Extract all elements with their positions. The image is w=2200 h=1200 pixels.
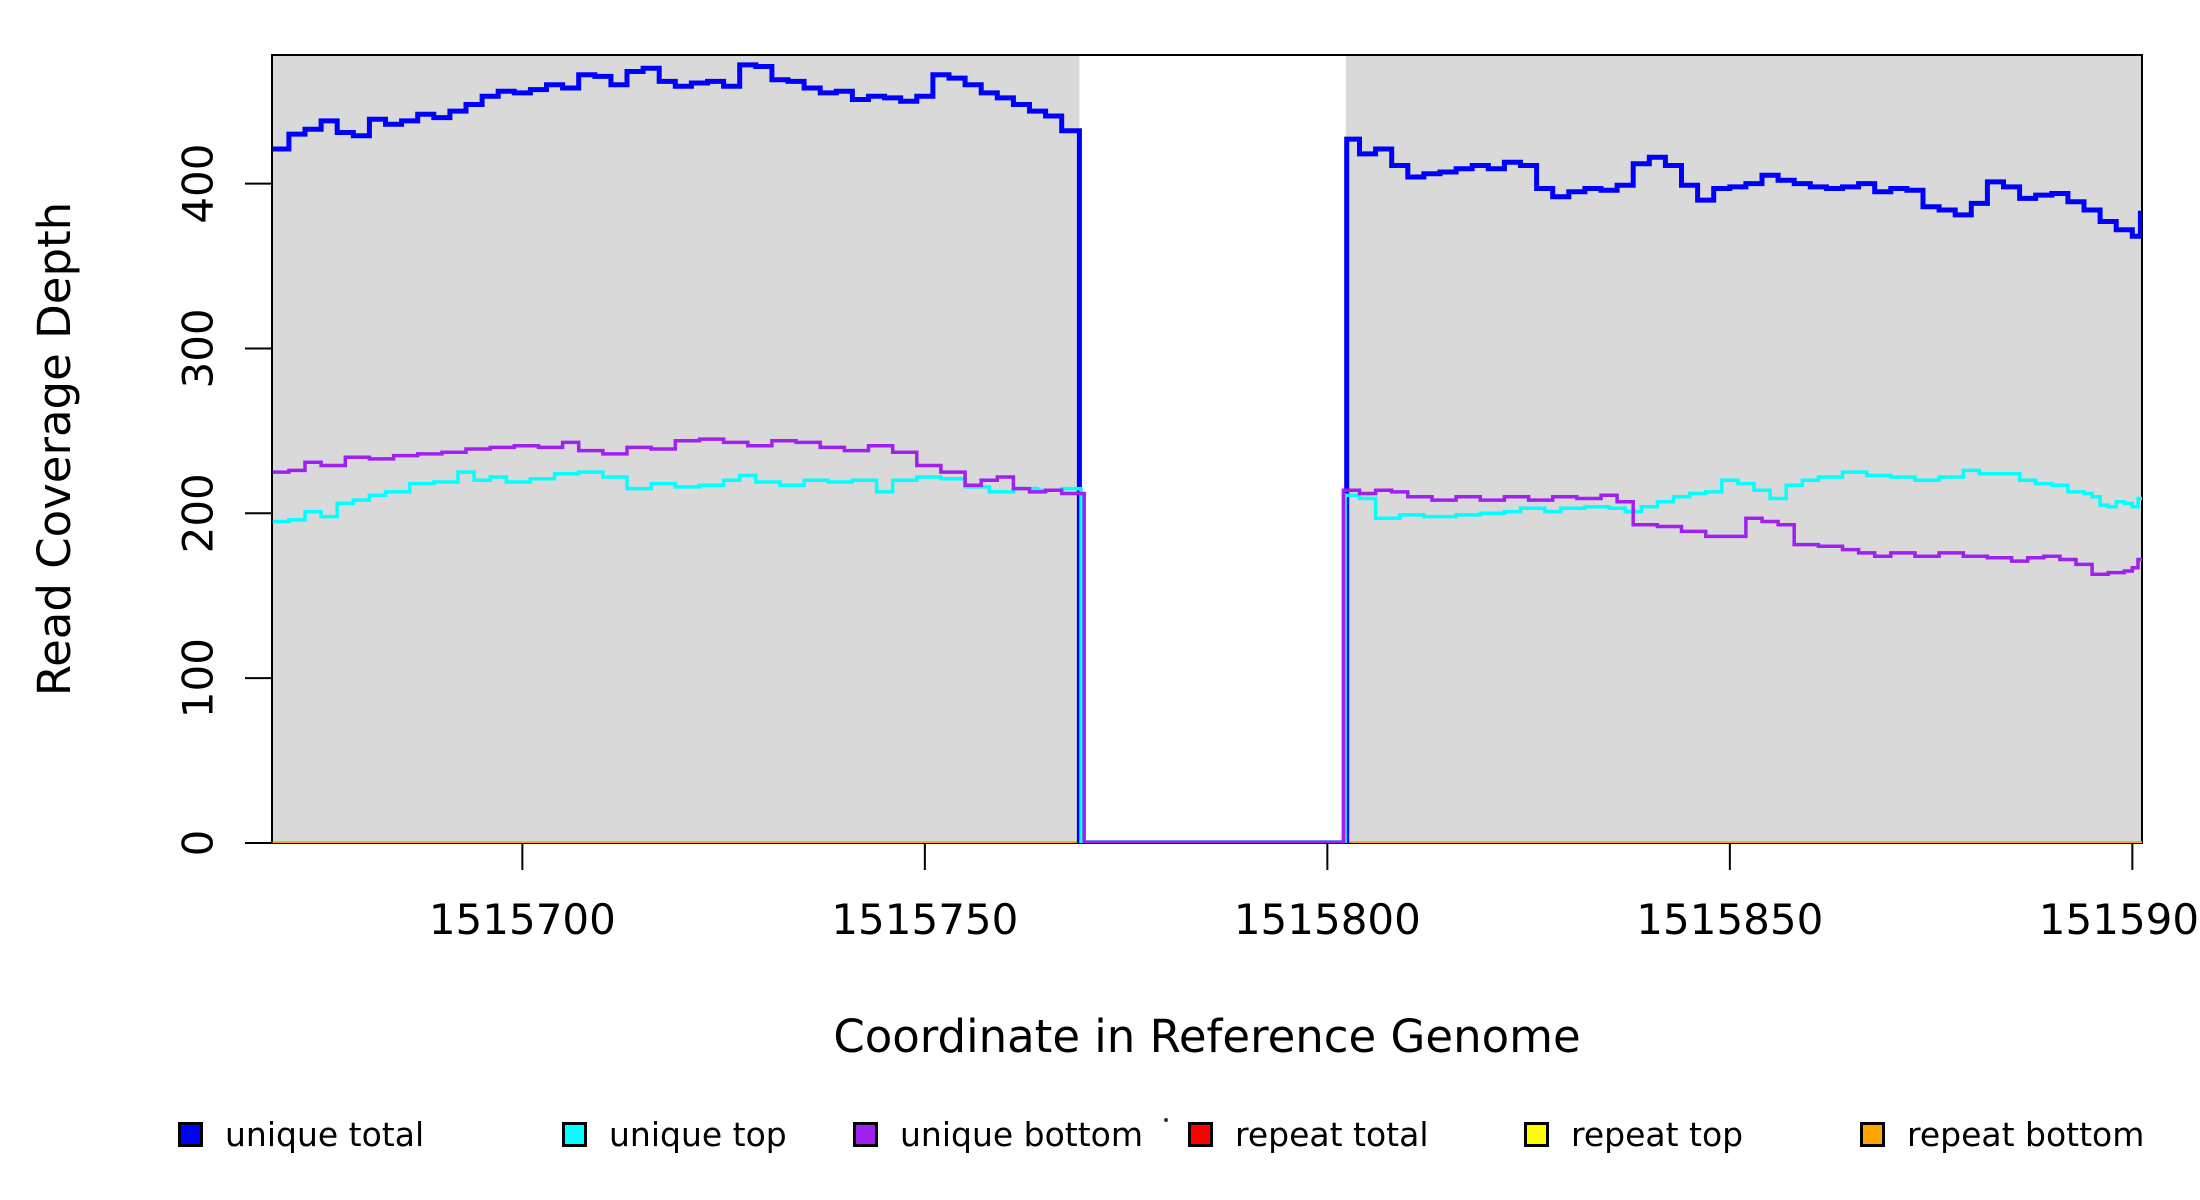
x-tick-label: 1515750 bbox=[831, 895, 1018, 944]
legend-item-repeat_top: repeat top bbox=[1524, 1112, 1743, 1156]
legend-label: repeat total bbox=[1235, 1114, 1429, 1154]
legend-label: unique bottom bbox=[900, 1114, 1144, 1154]
legend-label: repeat bottom bbox=[1907, 1114, 2145, 1154]
legend-swatch-unique_total bbox=[178, 1121, 203, 1147]
axis-ticks-layer bbox=[245, 182, 2134, 870]
legend-swatch-repeat_total bbox=[1188, 1121, 1213, 1147]
legend-label: unique total bbox=[225, 1114, 425, 1154]
y-tick-label: 200 bbox=[174, 473, 223, 553]
legend-label: unique top bbox=[609, 1114, 787, 1154]
y-tick-label: 0 bbox=[174, 830, 223, 857]
series-unique_bottom bbox=[272, 437, 2142, 843]
y-axis-label: Read Coverage Depth bbox=[28, 202, 81, 696]
legend-swatch-repeat_bottom bbox=[1860, 1121, 1885, 1147]
legend-item-unique_top: unique top bbox=[562, 1112, 787, 1156]
stray-dot-artifact bbox=[1164, 1118, 1168, 1122]
legend-item-unique_bottom: unique bottom bbox=[853, 1112, 1143, 1156]
x-tick-label: 1515700 bbox=[429, 895, 616, 944]
legend-swatch-unique_top bbox=[562, 1121, 587, 1147]
y-tick-label: 400 bbox=[174, 143, 223, 223]
legend-swatch-repeat_top bbox=[1524, 1121, 1549, 1147]
x-axis-label: Coordinate in Reference Genome bbox=[833, 1010, 1580, 1063]
legend-label: repeat top bbox=[1571, 1114, 1744, 1154]
series-unique_top bbox=[272, 468, 2142, 843]
x-tick-label: 1515800 bbox=[1234, 895, 1421, 944]
legend-swatch-unique_bottom bbox=[853, 1121, 878, 1147]
y-tick-label: 300 bbox=[174, 308, 223, 388]
legend-item-repeat_total: repeat total bbox=[1188, 1112, 1429, 1156]
data-series-layer bbox=[272, 62, 2142, 843]
legend: unique total unique top unique bottom repea… bbox=[0, 1112, 2200, 1172]
y-tick-label: 100 bbox=[174, 638, 223, 718]
legend-item-repeat_bottom: repeat bottom bbox=[1860, 1112, 2144, 1156]
legend-item-unique_total: unique total bbox=[178, 1112, 424, 1156]
shaded-region bbox=[1345, 55, 2142, 843]
x-tick-label: 1515850 bbox=[1636, 895, 1823, 944]
